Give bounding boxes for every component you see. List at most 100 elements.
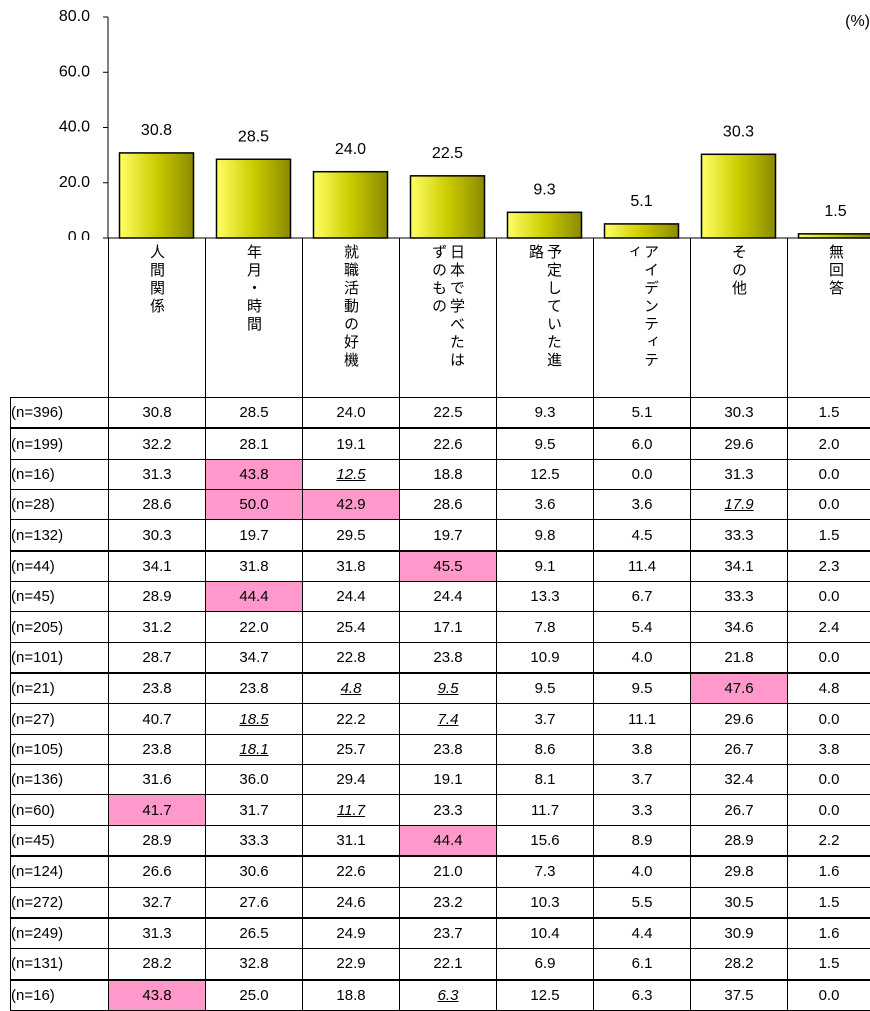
table-cell: 1.5 <box>787 519 870 552</box>
table-cell: 3.8 <box>593 733 691 766</box>
table-cell: 4.8 <box>302 672 400 705</box>
table-cell: 9.5 <box>593 672 691 705</box>
table-cell: 27.6 <box>205 886 303 919</box>
table-cell: 23.8 <box>108 733 206 766</box>
table-cell: 23.7 <box>399 917 497 950</box>
table-cell: 22.5 <box>399 397 497 430</box>
table-cell: 24.9 <box>302 917 400 950</box>
table-cell: 9.8 <box>496 519 594 552</box>
table-cell: 1.5 <box>787 948 870 981</box>
table-cell: 22.8 <box>302 641 400 675</box>
table-cell: 6.7 <box>593 581 691 613</box>
table-cell: 0.0 <box>787 794 870 826</box>
row-label: (n=45) <box>10 824 109 858</box>
table-cell: 10.9 <box>496 641 594 675</box>
bar <box>700 153 777 239</box>
column-header: 年月・時間 <box>205 238 302 397</box>
row-label: (n=136) <box>10 764 109 796</box>
table-cell: 43.8 <box>205 458 303 491</box>
table-cell: 34.7 <box>205 641 303 675</box>
column-header-text: 予定していた進路 <box>527 244 563 370</box>
table-cell: 24.4 <box>399 581 497 613</box>
column-header-text: 就職活動の好機 <box>342 244 360 370</box>
bar <box>312 170 389 239</box>
table-row: (n=205) 31.2 22.0 25.4 17.1 7.8 5.4 34.6 2.4 <box>10 611 870 643</box>
table-cell: 9.5 <box>496 427 594 460</box>
table-cell: 3.6 <box>593 489 691 521</box>
y-tick-label: 0.0 <box>68 229 90 240</box>
table-row: (n=45) 28.9 44.4 24.4 24.4 13.3 6.7 33.3 0.0 <box>10 581 870 613</box>
table-cell: 32.4 <box>690 764 788 796</box>
row-label: (n=396) <box>10 397 109 430</box>
column-header: 日本で学べたはずのもの <box>399 238 496 397</box>
table-cell: 33.3 <box>205 824 303 858</box>
table-cell: 24.4 <box>302 581 400 613</box>
table-cell: 17.1 <box>399 611 497 643</box>
table-cell: 5.1 <box>593 397 691 430</box>
table-cell: 28.7 <box>108 641 206 675</box>
table-row: (n=60) 41.7 31.7 11.7 23.3 11.7 3.3 26.7 0.0 <box>10 794 870 826</box>
table-cell: 34.6 <box>690 611 788 643</box>
row-label: (n=272) <box>10 886 109 919</box>
bar <box>797 233 870 239</box>
table-cell: 24.0 <box>302 397 400 430</box>
bar <box>506 211 583 239</box>
table-cell: 32.2 <box>108 427 206 460</box>
column-header-text: 人間関係 <box>148 244 166 316</box>
table-cell: 11.7 <box>496 794 594 826</box>
table-cell: 33.3 <box>690 519 788 552</box>
table-cell: 18.8 <box>399 458 497 491</box>
table-row: (n=124) 26.6 30.6 22.6 21.0 7.3 4.0 29.8 1.6 <box>10 855 870 888</box>
bar <box>603 223 680 239</box>
table-cell: 37.5 <box>690 979 788 1011</box>
table-cell: 9.5 <box>399 672 497 705</box>
table-cell: 22.6 <box>302 855 400 888</box>
table-row: (n=105) 23.8 18.1 25.7 23.8 8.6 3.8 26.7 3.8 <box>10 733 870 766</box>
table-cell: 1.6 <box>787 917 870 950</box>
table-cell: 8.9 <box>593 824 691 858</box>
table-cell: 21.0 <box>399 855 497 888</box>
table-cell: 32.8 <box>205 948 303 981</box>
table-cell: 3.7 <box>593 764 691 796</box>
table-cell: 25.7 <box>302 733 400 766</box>
bar <box>215 158 292 239</box>
table-cell: 2.0 <box>787 427 870 460</box>
table-cell: 31.3 <box>108 458 206 491</box>
chart: (%) 0.0 20.0 40.0 60.0 80.0 30.8 28.5 24.0 22.5 9… <box>59 8 870 240</box>
table-cell: 30.3 <box>108 519 206 552</box>
table-cell: 6.3 <box>399 979 497 1011</box>
column-header: 無回答 <box>787 238 870 397</box>
table-cell: 2.2 <box>787 824 870 858</box>
value-label: 30.8 <box>141 122 172 139</box>
table-cell: 13.3 <box>496 581 594 613</box>
table-cell: 34.1 <box>108 550 206 583</box>
row-label: (n=132) <box>10 519 109 552</box>
table-cell: 28.2 <box>108 948 206 981</box>
table-cell: 6.1 <box>593 948 691 981</box>
table-cell: 31.1 <box>302 824 400 858</box>
table-cell: 7.4 <box>399 703 497 735</box>
table-cell: 22.0 <box>205 611 303 643</box>
table-cell: 5.4 <box>593 611 691 643</box>
table-cell: 19.1 <box>399 764 497 796</box>
table-cell: 0.0 <box>787 581 870 613</box>
row-label: (n=124) <box>10 855 109 888</box>
table-cell: 26.7 <box>690 733 788 766</box>
table-cell: 11.7 <box>302 794 400 826</box>
table-cell: 8.6 <box>496 733 594 766</box>
table-cell: 19.7 <box>205 519 303 552</box>
table-row: (n=131) 28.2 32.8 22.9 22.1 6.9 6.1 28.2 1.5 <box>10 948 870 981</box>
table-row: (n=16) 43.8 25.0 18.8 6.3 12.5 6.3 37.5 0.0 <box>10 979 870 1011</box>
table-cell: 4.5 <box>593 519 691 552</box>
table-cell: 28.9 <box>108 581 206 613</box>
table-cell: 17.9 <box>690 489 788 521</box>
row-label: (n=101) <box>10 641 109 675</box>
y-tick-label: 40.0 <box>59 119 90 136</box>
table-cell: 33.3 <box>690 581 788 613</box>
table-cell: 43.8 <box>108 979 206 1011</box>
table-cell: 11.4 <box>593 550 691 583</box>
value-label: 1.5 <box>824 203 846 220</box>
table-cell: 31.7 <box>205 794 303 826</box>
table-cell: 23.8 <box>399 733 497 766</box>
table-cell: 21.8 <box>690 641 788 675</box>
